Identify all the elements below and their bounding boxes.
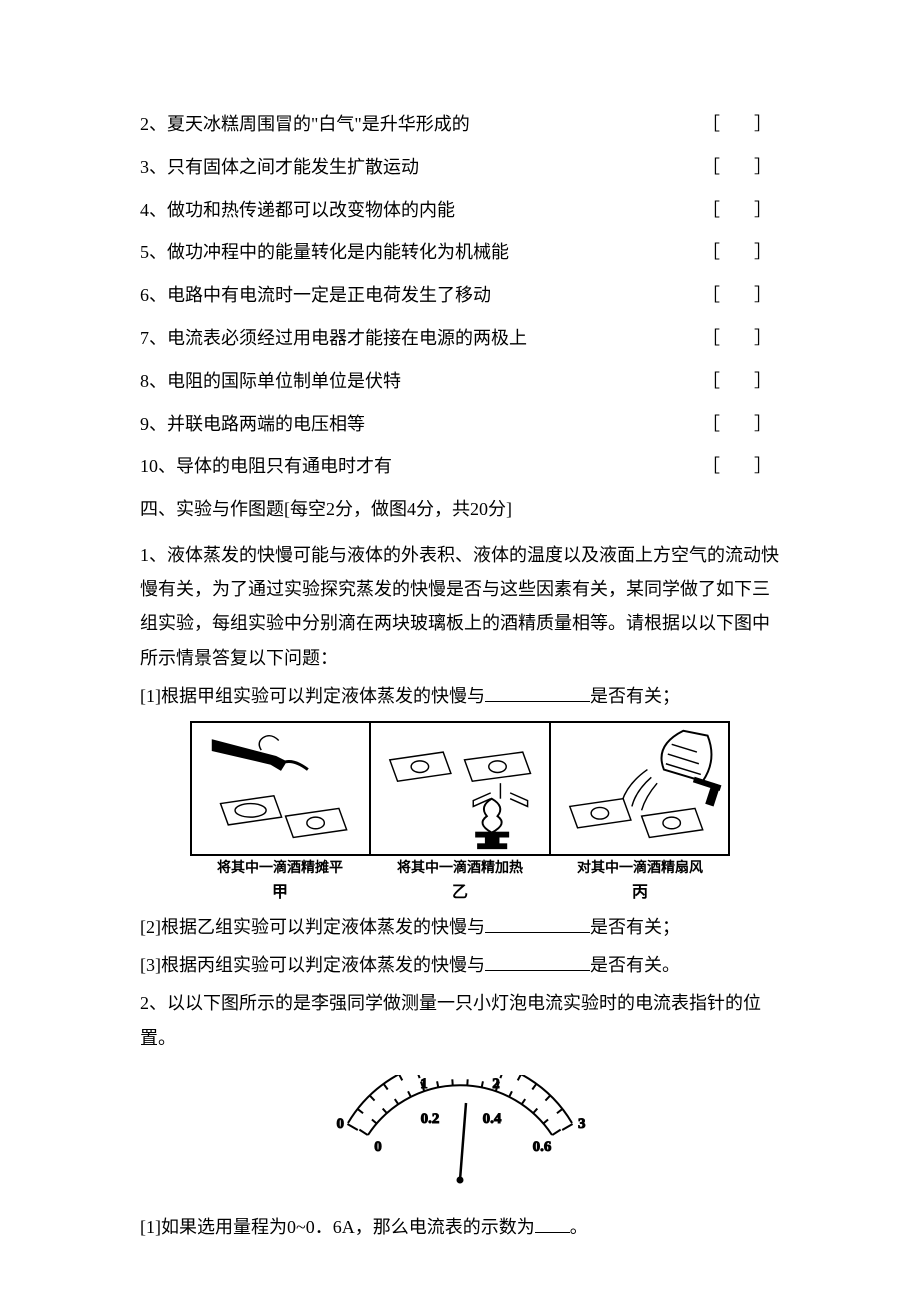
panel-yi (371, 723, 550, 854)
q1-sub2: [2]根据乙组实验可以判定液体蒸发的快慢与 是否有关； (140, 910, 780, 944)
tf-question-5: 5、做功冲程中的能量转化是内能转化为机械能 (140, 238, 509, 267)
tf-question-2: 2、夏天冰糕周围冒的"白气"是升华形成的 (140, 110, 470, 139)
q1-sub1-suf: 是否有关； (590, 686, 680, 706)
tf-bracket-9: ［ ］ (702, 410, 780, 439)
top-tick-3: 3 (578, 1116, 586, 1132)
tf-bracket-5: ［ ］ (702, 238, 780, 267)
top-tick-0: 0 (337, 1116, 345, 1132)
tf-question-10: 10、导体的电阻只有通电时才有 (140, 452, 392, 481)
tf-bracket-4: ［ ］ (702, 196, 780, 225)
caption-bing: 对其中一滴酒精扇风 (550, 860, 730, 878)
tf-bracket-3: ［ ］ (702, 153, 780, 182)
q1-sub3-pre: [3]根据丙组实验可以判定液体蒸发的快慢与 (140, 955, 485, 975)
bot-tick-0: 0 (374, 1139, 382, 1155)
tf-bracket-8: ［ ］ (702, 367, 780, 396)
q1-sub3: [3]根据丙组实验可以判定液体蒸发的快慢与 是否有关。 (140, 948, 780, 982)
panel-bing (551, 723, 728, 854)
bot-tick-2: 0.4 (483, 1111, 502, 1127)
tf-question-9: 9、并联电路两端的电压相等 (140, 410, 365, 439)
q1-sub1-pre: [1]根据甲组实验可以判定液体蒸发的快慢与 (140, 686, 485, 706)
bot-tick-3: 0.6 (533, 1139, 552, 1155)
tf-bracket-7: ［ ］ (702, 324, 780, 353)
evaporation-diagram: 将其中一滴酒精摊平 将其中一滴酒精加热 对其中一滴酒精扇风 甲 乙 丙 (140, 721, 780, 902)
section-4-header: 四、实验与作图题[每空2分，做图4分，共20分] (140, 495, 780, 524)
top-tick-2: 2 (492, 1076, 500, 1092)
q1-intro: 1、液体蒸发的快慢可能与液体的外表积、液体的温度以及液面上方空气的流动快慢有关，… (140, 538, 780, 675)
caption-jia: 将其中一滴酒精摊平 (190, 860, 370, 878)
ammeter-diagram: 0 1 2 3 0 0.2 0.4 0.6 (140, 1063, 780, 1202)
caption-yi: 将其中一滴酒精加热 (370, 860, 550, 878)
tf-question-4: 4、做功和热传递都可以改变物体的内能 (140, 196, 455, 225)
q2-sub1-suf: 。 (570, 1217, 588, 1237)
blank-4 (535, 1215, 570, 1233)
label-yi: 乙 (370, 878, 550, 902)
blank-1 (485, 684, 590, 702)
q1-sub2-suf: 是否有关； (590, 917, 680, 937)
tf-question-7: 7、电流表必须经过用电器才能接在电源的两极上 (140, 324, 527, 353)
tf-question-6: 6、电路中有电流时一定是正电荷发生了移动 (140, 281, 491, 310)
bot-tick-1: 0.2 (421, 1111, 440, 1127)
tf-bracket-6: ［ ］ (702, 281, 780, 310)
q1-sub1: [1]根据甲组实验可以判定液体蒸发的快慢与 是否有关； (140, 679, 780, 713)
q2-sub1: [1]如果选用量程为0~0．6A，那么电流表的示数为 。 (140, 1210, 780, 1244)
tf-bracket-10: ［ ］ (702, 452, 780, 481)
tf-question-8: 8、电阻的国际单位制单位是伏特 (140, 367, 401, 396)
label-jia: 甲 (190, 878, 370, 902)
panel-jia (192, 723, 371, 854)
q1-sub3-suf: 是否有关。 (590, 955, 680, 975)
blank-2 (485, 915, 590, 933)
tf-bracket-2: ［ ］ (702, 110, 780, 139)
tf-question-3: 3、只有固体之间才能发生扩散运动 (140, 153, 419, 182)
blank-3 (485, 953, 590, 971)
q1-sub2-pre: [2]根据乙组实验可以判定液体蒸发的快慢与 (140, 917, 485, 937)
top-tick-1: 1 (420, 1076, 428, 1092)
q2-sub1-pre: [1]如果选用量程为0~0．6A，那么电流表的示数为 (140, 1217, 535, 1237)
label-bing: 丙 (550, 878, 730, 902)
q2-intro: 2、以以下图所示的是李强同学做测量一只小灯泡电流实验时的电流表指针的位置。 (140, 986, 780, 1054)
